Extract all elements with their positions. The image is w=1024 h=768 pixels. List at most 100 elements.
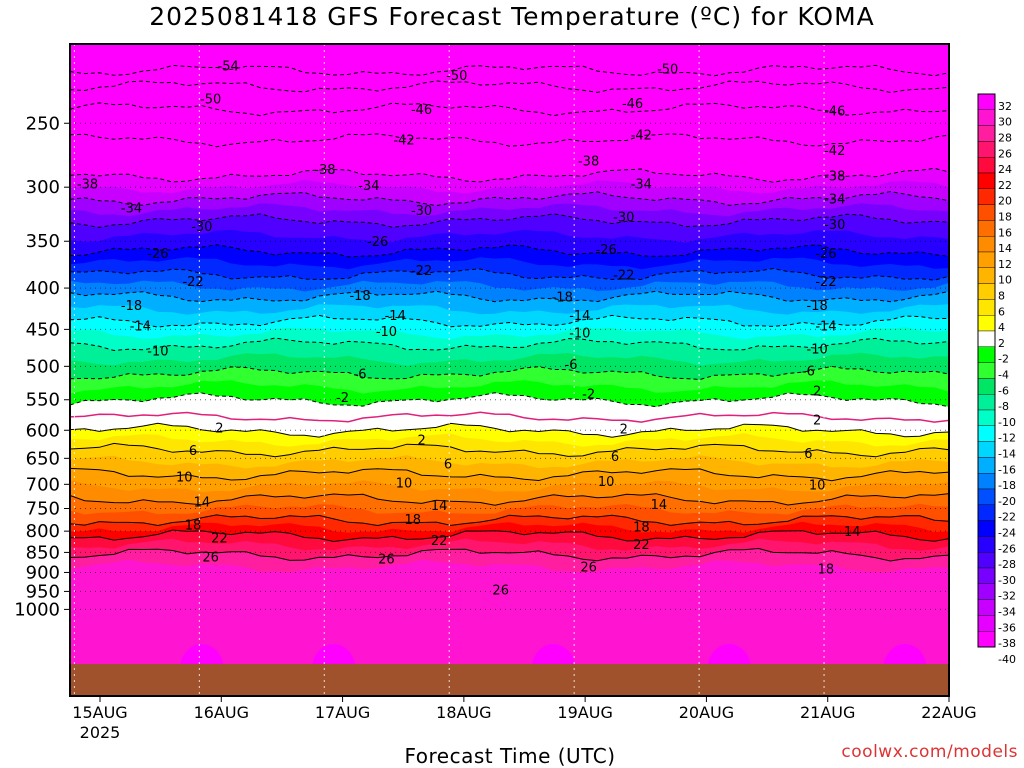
isotherm-line xyxy=(70,365,949,381)
contour-label: -26 xyxy=(367,235,388,250)
credit-text[interactable]: coolwx.com/models xyxy=(841,742,1018,762)
contour-label: 22 xyxy=(633,538,650,553)
colorbar-label: -28 xyxy=(998,558,1016,571)
grid-layer xyxy=(70,44,949,696)
colorbar-swatch xyxy=(977,330,996,348)
isotherm-line xyxy=(70,547,949,562)
contour-label: -10 xyxy=(569,326,590,341)
isotherm-line xyxy=(70,191,949,207)
colorbar-swatch xyxy=(977,362,996,379)
colorbar-swatch xyxy=(977,552,996,569)
colorbar-swatch xyxy=(977,631,996,648)
colorbar-label: 20 xyxy=(998,195,1012,208)
contour-label: -38 xyxy=(578,154,599,169)
y-tick-label: 850 xyxy=(26,542,60,563)
freezing-line xyxy=(70,411,949,423)
colorbar-label: 16 xyxy=(998,226,1012,239)
contour-label: -18 xyxy=(121,299,142,314)
contour-label: 10 xyxy=(396,476,413,491)
contour-label: 2 xyxy=(620,423,628,438)
contour-label: 6 xyxy=(804,447,812,462)
colorbar-swatch xyxy=(977,220,996,237)
isotherm-line xyxy=(70,80,949,94)
isotherm-line xyxy=(70,167,949,183)
y-tick-label: 900 xyxy=(26,562,60,583)
contour-label: -30 xyxy=(824,218,845,233)
contour-label: -50 xyxy=(657,63,678,78)
contour-label: -10 xyxy=(807,342,828,357)
contour-label: -18 xyxy=(807,299,828,314)
isotherm-line xyxy=(70,213,949,228)
contour-label: 22 xyxy=(431,534,448,549)
contour-label: -34 xyxy=(121,202,142,217)
y-tick-label: 750 xyxy=(26,499,60,520)
colorbar-swatch xyxy=(977,409,996,427)
contour-label: -46 xyxy=(411,103,432,118)
contour-label: 14 xyxy=(651,498,668,513)
colorbar-swatch xyxy=(977,125,996,142)
colorbar-swatch xyxy=(977,488,996,506)
colorbar-label: -12 xyxy=(998,432,1016,445)
isotherm-line xyxy=(70,337,949,352)
colorbar-label: 22 xyxy=(998,179,1012,192)
colorbar-label: 26 xyxy=(998,147,1012,160)
plot-frame xyxy=(69,43,950,697)
colorbar-label: -8 xyxy=(998,400,1009,413)
y-tick-label: 400 xyxy=(26,278,60,299)
y-tick-label: 800 xyxy=(26,521,60,542)
x-tick-label: 17AUG xyxy=(315,703,370,722)
colorbar-swatch xyxy=(977,536,996,553)
contour-label: 2 xyxy=(813,385,821,400)
colorbar-label: -36 xyxy=(998,621,1016,634)
contour-label: 10 xyxy=(176,471,193,486)
colorbar-swatch xyxy=(977,615,996,632)
y-tick-label: 300 xyxy=(26,177,60,198)
colorbar-swatch xyxy=(977,441,996,458)
colorbar-label: 12 xyxy=(998,258,1012,271)
contour-label: -10 xyxy=(376,325,397,340)
contour-label: 14 xyxy=(194,495,211,510)
contour-label: 6 xyxy=(444,458,452,473)
colorbar-swatch xyxy=(977,378,996,395)
contour-label: -26 xyxy=(147,247,168,262)
x-tick-label: 20AUG xyxy=(679,703,734,722)
contour-label: 22 xyxy=(211,532,228,547)
colorbar-swatch xyxy=(977,93,996,111)
isotherm-line xyxy=(70,244,949,258)
contour-label: -38 xyxy=(314,163,335,178)
contour-label: -2 xyxy=(582,387,595,402)
ground-fill xyxy=(70,664,949,696)
contour-label: -22 xyxy=(613,269,634,284)
contour-label: -18 xyxy=(552,291,573,306)
contour-label: 10 xyxy=(598,475,615,490)
colorbar-label: 18 xyxy=(998,211,1012,224)
x-tick-label: 15AUG xyxy=(72,703,127,722)
contour-label: -38 xyxy=(824,169,845,184)
colorbar-swatch xyxy=(977,457,996,474)
colorbar-label: -32 xyxy=(998,590,1016,603)
y-tick-label: 600 xyxy=(26,420,60,441)
colorbar-label: 28 xyxy=(998,132,1012,145)
contour-label: 18 xyxy=(818,563,835,578)
colorbar-swatch xyxy=(977,267,996,284)
contour-label: -14 xyxy=(569,309,590,324)
colorbar-swatch xyxy=(977,235,996,253)
colorbar-label: -22 xyxy=(998,511,1016,524)
isotherm-line xyxy=(70,529,949,543)
colorbar-label: 2 xyxy=(998,337,1005,350)
contour-label: -2 xyxy=(336,391,349,406)
colorbar-label: -14 xyxy=(998,448,1016,461)
chart-title: 2025081418 GFS Forecast Temperature (ºC)… xyxy=(149,2,875,31)
x-tick-label: 18AUG xyxy=(436,703,491,722)
contour-label: -50 xyxy=(446,69,467,84)
colorbar-label: -38 xyxy=(998,637,1016,650)
contour-label: 10 xyxy=(809,478,826,493)
colorbar-swatch xyxy=(977,172,996,190)
contour-label: 6 xyxy=(189,444,197,459)
colorbar-swatch xyxy=(977,315,996,332)
contour-label: -42 xyxy=(631,128,652,143)
y-tick-label: 1000 xyxy=(14,599,60,620)
colorbar-swatch xyxy=(977,394,996,411)
colorbar-swatch xyxy=(977,299,996,316)
isotherm-line xyxy=(70,392,949,408)
